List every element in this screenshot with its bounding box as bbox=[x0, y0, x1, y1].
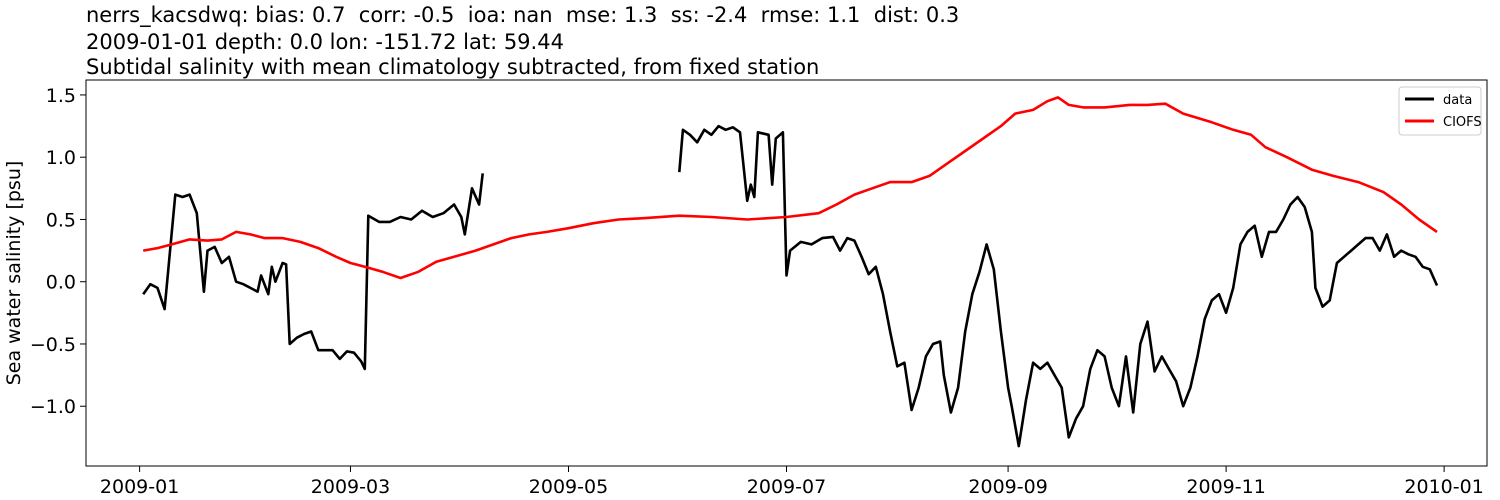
y-tick-label: −0.5 bbox=[30, 334, 76, 356]
y-tick-label: −1.0 bbox=[30, 396, 76, 418]
y-tick-label: 1.5 bbox=[46, 85, 76, 107]
chart-title-line-2: 2009-01-01 depth: 0.0 lon: -151.72 lat: … bbox=[86, 30, 564, 54]
y-tick-label: 1.0 bbox=[46, 147, 76, 169]
chart-title-line-1: nerrs_kacsdwq: bias: 0.7 corr: -0.5 ioa:… bbox=[86, 3, 960, 27]
series-line-ciofs-segment-1 bbox=[142, 96, 1438, 280]
x-tick-label: 2009-11 bbox=[1186, 476, 1265, 498]
legend-label-ciofs: CIOFS bbox=[1443, 115, 1482, 130]
series-line-data-segment-1 bbox=[142, 173, 484, 371]
series-layer bbox=[142, 96, 1439, 448]
legend-label-data: data bbox=[1443, 93, 1472, 108]
x-axis-ticks: 2009-01 2009-03 2009-05 2009-07 2009-09 2009-… bbox=[100, 466, 1484, 498]
x-tick-label: 2009-05 bbox=[529, 476, 608, 498]
y-tick-label: 0.5 bbox=[46, 209, 76, 231]
x-tick-label: 2009-03 bbox=[311, 476, 390, 498]
x-tick-label: 2009-01 bbox=[100, 476, 179, 498]
y-axis-ticks: −1.0 −0.5 0.0 0.5 1.0 1.5 bbox=[30, 85, 86, 418]
x-tick-label: 2009-07 bbox=[747, 476, 826, 498]
legend: data CIOFS bbox=[1398, 86, 1482, 136]
y-axis-label: Sea water salinity [psu] bbox=[3, 161, 25, 386]
x-tick-label: 2010-01 bbox=[1404, 476, 1483, 498]
x-tick-label: 2009-09 bbox=[968, 476, 1047, 498]
series-line-data-segment-2 bbox=[678, 124, 1439, 448]
chart-title-line-3: Subtidal salinity with mean climatology … bbox=[86, 55, 820, 79]
y-tick-label: 0.0 bbox=[46, 272, 76, 294]
